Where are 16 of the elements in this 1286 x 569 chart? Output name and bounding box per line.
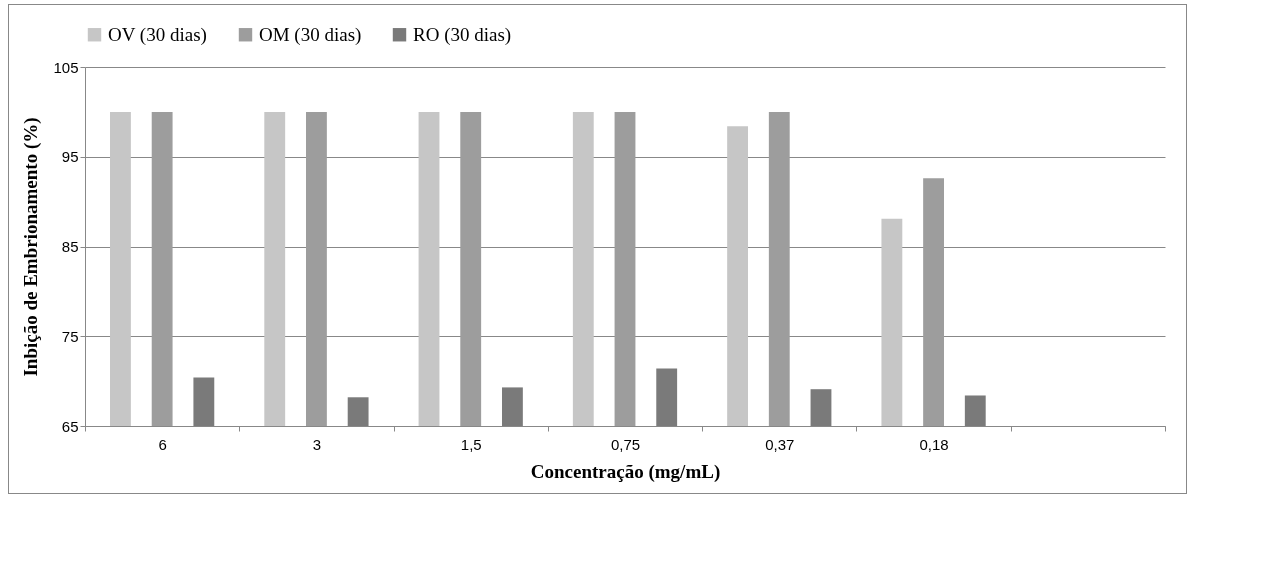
x-tick-label: 0,37 (765, 435, 795, 453)
y-tick-label: 85 (61, 238, 79, 255)
legend-label: RO (30 dias) (413, 23, 512, 46)
x-tick-label: 0,75 (610, 435, 641, 453)
y-tick-label: 95 (61, 148, 79, 166)
x-tick-label: 3 (312, 435, 322, 453)
y-axis-title: Inbição de Embrionamento (%) (20, 117, 43, 377)
legend-label: OV (30 dias) (108, 23, 207, 46)
y-tick-label: 75 (61, 327, 79, 345)
x-tick-label: 6 (158, 435, 167, 453)
y-tick-label: 65 (61, 417, 79, 435)
y-tick-label: 105 (53, 58, 79, 76)
x-tick-label: 1,5 (460, 435, 482, 453)
legend-label: OM (30 dias) (259, 23, 362, 46)
x-tick-label: 0,18 (919, 435, 949, 453)
x-axis-title: Concentração (mg/mL) (530, 460, 721, 483)
